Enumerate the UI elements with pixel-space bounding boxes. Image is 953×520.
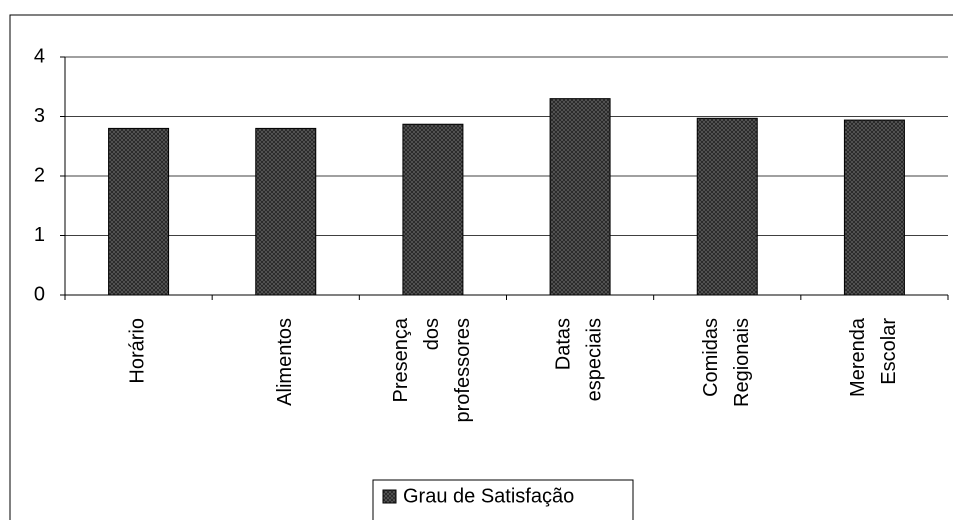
bar	[108, 127, 170, 296]
bar	[402, 123, 464, 296]
y-tick-label: 2	[34, 164, 45, 186]
y-tick-label: 1	[34, 224, 45, 246]
x-tick-label: Datas especiais	[553, 318, 606, 401]
y-tick-label: 0	[34, 283, 45, 305]
x-tick-label: Horário	[127, 318, 149, 384]
bar	[255, 127, 317, 296]
bar	[549, 98, 611, 296]
legend-swatch	[382, 489, 397, 504]
y-tick-label: 4	[34, 45, 45, 67]
chart-frame	[9, 14, 953, 520]
y-tick-label: 3	[34, 105, 45, 127]
legend-box	[372, 479, 634, 520]
x-tick-label: Alimentos	[274, 318, 296, 406]
bar	[843, 119, 905, 296]
x-tick-label: Presença dos professores	[390, 317, 474, 422]
bar	[696, 117, 758, 296]
x-tick-label: Merenda Escolar	[847, 317, 900, 397]
x-tick-label: Comidas Regionais	[700, 318, 753, 407]
legend-label: Grau de Satisfação	[403, 485, 574, 507]
